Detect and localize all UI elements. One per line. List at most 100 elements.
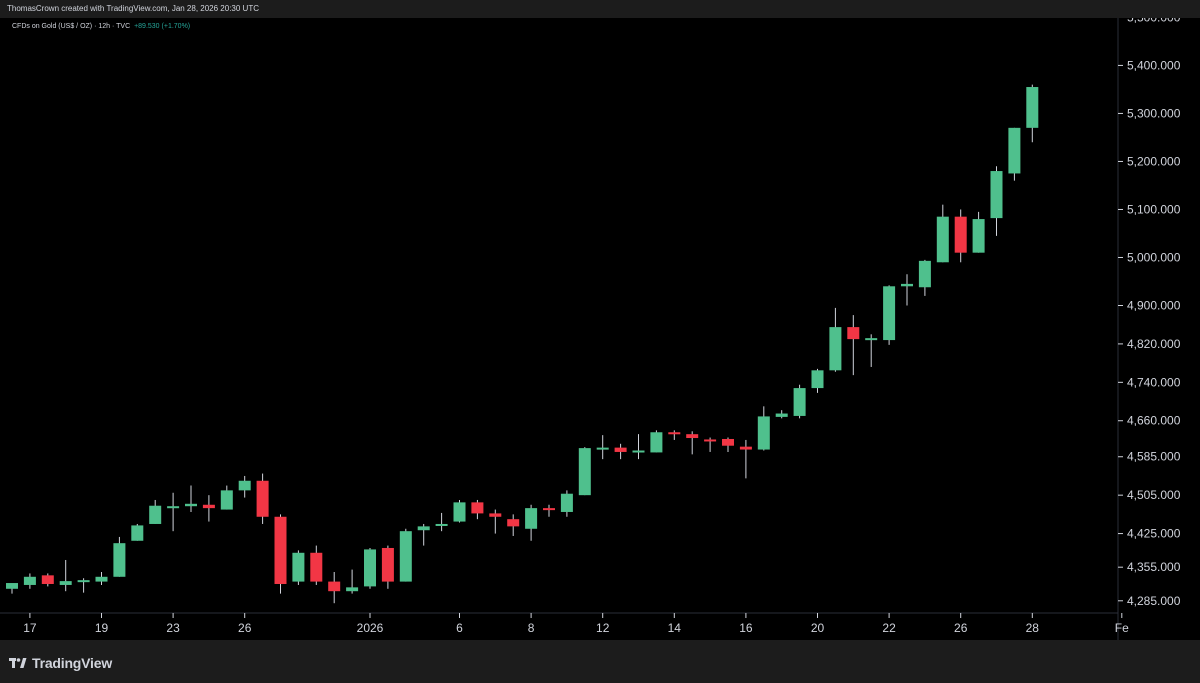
price-tick-label: 5,300.000 xyxy=(1127,106,1181,120)
candle-body-down xyxy=(686,434,699,439)
candle-body-up xyxy=(1008,127,1021,174)
candle xyxy=(149,499,162,524)
candle-body-down xyxy=(739,446,752,450)
candle xyxy=(775,410,788,419)
candle xyxy=(596,435,609,460)
candle xyxy=(507,514,520,536)
candle-body-down xyxy=(274,516,287,584)
time-tick-label: 26 xyxy=(954,621,968,635)
candle-body-up xyxy=(95,576,108,582)
price-tick-label: 5,000.000 xyxy=(1127,250,1181,264)
candle-body-up xyxy=(596,447,609,450)
candle-body-up xyxy=(1026,87,1039,128)
time-tick-label: 19 xyxy=(95,621,109,635)
candle xyxy=(632,434,645,460)
candle-body-up xyxy=(131,525,144,541)
candle xyxy=(6,583,18,594)
candle xyxy=(793,384,806,419)
candle-body-up xyxy=(23,576,36,585)
chart-area[interactable]: 5,500.0005,400.0005,300.0005,200.0005,10… xyxy=(0,0,1200,640)
candle-body-up xyxy=(757,416,770,450)
candle xyxy=(1026,84,1039,143)
candle-body-up xyxy=(453,502,466,522)
price-axis: 5,500.0005,400.0005,300.0005,200.0005,10… xyxy=(1118,10,1181,608)
candle xyxy=(202,495,215,522)
candle-body-up xyxy=(901,283,913,287)
candle-body-down xyxy=(256,480,269,517)
candlestick-chart[interactable]: 5,500.0005,400.0005,300.0005,200.0005,10… xyxy=(0,0,1200,640)
candle xyxy=(829,307,842,372)
candle xyxy=(1008,127,1021,181)
candle-body-up xyxy=(865,338,878,341)
candle-body-up xyxy=(292,552,305,582)
candle xyxy=(704,437,717,452)
candle xyxy=(453,499,466,523)
candle xyxy=(220,485,233,510)
candle xyxy=(77,578,90,593)
candle-body-down xyxy=(41,575,54,584)
candle-body-down xyxy=(614,447,627,452)
candle xyxy=(364,547,376,589)
price-tick-label: 4,660.000 xyxy=(1127,414,1181,428)
footer-bar xyxy=(0,640,1200,683)
candle xyxy=(41,573,54,587)
tradingview-brand[interactable]: TradingView xyxy=(9,654,112,672)
candle xyxy=(59,559,72,592)
candle xyxy=(757,406,770,451)
candle-body-down xyxy=(954,216,967,253)
candle-body-up xyxy=(113,543,126,577)
candle-body-down xyxy=(507,519,520,527)
candle-body-down xyxy=(310,552,323,582)
candle-body-down xyxy=(328,581,341,592)
candle-body-down xyxy=(704,439,717,442)
candle xyxy=(847,315,860,376)
attribution-bar: ThomasCrown created with TradingView.com… xyxy=(0,0,1200,18)
time-tick-label: 16 xyxy=(739,621,753,635)
attribution-text: ThomasCrown created with TradingView.com… xyxy=(7,4,259,13)
candle xyxy=(399,528,412,582)
candle-body-up xyxy=(417,526,430,531)
candle xyxy=(471,499,484,520)
candle xyxy=(489,509,502,534)
candle xyxy=(811,368,824,393)
candle-body-up xyxy=(936,216,949,263)
candle xyxy=(417,523,430,546)
candle-body-up xyxy=(435,523,448,526)
candle xyxy=(918,259,931,296)
candle-body-up xyxy=(829,327,842,371)
candle-body-down xyxy=(489,513,502,517)
candle-body-down xyxy=(202,504,215,509)
candle xyxy=(328,571,341,604)
time-tick-label: 26 xyxy=(238,621,252,635)
candle-body-down xyxy=(722,438,734,446)
price-tick-label: 5,200.000 xyxy=(1127,154,1181,168)
candle-body-up xyxy=(149,505,162,524)
candle xyxy=(131,523,144,541)
price-tick-label: 4,740.000 xyxy=(1127,375,1181,389)
candle xyxy=(936,204,949,263)
price-tick-label: 4,425.000 xyxy=(1127,527,1181,541)
candle xyxy=(113,536,126,577)
candle-body-up xyxy=(775,413,788,417)
candle-body-up xyxy=(185,503,197,507)
candle xyxy=(525,504,538,541)
price-change: +89.530 (+1.70%) xyxy=(134,23,191,30)
candle xyxy=(865,334,878,367)
candle-body-up xyxy=(346,587,359,592)
time-tick-label: 17 xyxy=(23,621,37,635)
candle-body-up xyxy=(560,493,573,512)
candle-body-up xyxy=(883,286,896,341)
candle xyxy=(686,431,699,455)
price-tick-label: 4,285.000 xyxy=(1127,594,1181,608)
time-tick-label: 20 xyxy=(811,621,825,635)
symbol-legend[interactable]: CFDs on Gold (US$ / OZ) · 12h · TVC +89.… xyxy=(12,23,190,30)
candle xyxy=(256,473,269,524)
candle xyxy=(560,490,573,517)
candle xyxy=(990,166,1003,236)
candle-body-up xyxy=(399,531,412,582)
price-tick-label: 4,900.000 xyxy=(1127,298,1181,312)
candle xyxy=(972,211,985,253)
candle-body-up xyxy=(972,219,985,253)
candle xyxy=(292,550,305,585)
time-tick-label: Fe xyxy=(1115,621,1129,635)
